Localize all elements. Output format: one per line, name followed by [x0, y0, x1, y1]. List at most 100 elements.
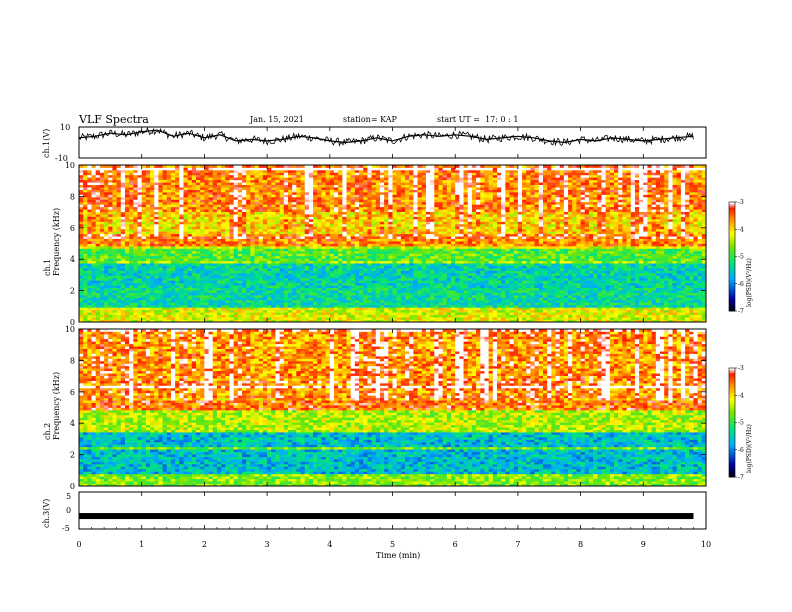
- spectrogram-cell: [308, 295, 314, 298]
- spectrogram-cell: [371, 275, 377, 279]
- spectrogram-cell: [112, 265, 118, 269]
- spectrogram-cell: [325, 258, 331, 262]
- spectrogram-cell: [221, 189, 226, 193]
- spectrogram-cell: [104, 292, 109, 296]
- spectrogram-cell: [112, 243, 118, 247]
- spectrogram-cell: [321, 309, 327, 313]
- spectrogram-cell: [379, 223, 385, 227]
- spectrogram-cell: [313, 258, 318, 262]
- spectrogram-cell: [183, 287, 189, 291]
- spectrogram-cell: [304, 177, 310, 181]
- spectrogram-cell: [175, 231, 180, 235]
- spectrogram-cell: [229, 172, 235, 176]
- spectrogram-cell: [246, 206, 251, 210]
- spectrogram-cell: [162, 253, 168, 257]
- spectrogram-cell: [87, 260, 92, 264]
- spectrogram-cell: [246, 191, 251, 195]
- spectrogram-cell: [179, 268, 184, 271]
- spectrogram-cell: [200, 223, 205, 227]
- spectrogram-cell: [108, 295, 113, 298]
- spectrogram-cell: [254, 299, 260, 303]
- spectrogram-cell: [342, 209, 347, 213]
- spectrogram-cell: [162, 211, 168, 215]
- spectrogram-cell: [338, 287, 343, 291]
- spectrogram-cell: [279, 223, 285, 227]
- spectrogram-cell: [371, 179, 377, 183]
- spectrogram-cell: [104, 260, 109, 264]
- spectrogram-cell: [342, 314, 347, 318]
- spectrogram-cell: [179, 290, 184, 293]
- spectrogram-cell: [91, 250, 97, 254]
- spectrogram-cell: [363, 314, 368, 318]
- spectrogram-cell: [288, 228, 293, 232]
- spectrogram-cell: [371, 204, 377, 208]
- spectrogram-cell: [116, 172, 122, 176]
- spectrogram-cell: [179, 228, 184, 232]
- spectrogram-cell: [137, 319, 143, 323]
- spectrogram-cell: [292, 167, 297, 171]
- spectrogram-cell: [179, 196, 184, 200]
- spectrogram-cell: [137, 287, 143, 291]
- spectrogram-cell: [133, 317, 138, 320]
- spectrogram-cell: [99, 204, 105, 208]
- spectrogram-cell: [384, 177, 389, 181]
- spectrogram-cell: [325, 167, 331, 171]
- spectrogram-cell: [95, 223, 101, 227]
- spectrogram-cell: [250, 184, 255, 188]
- spectrogram-cell: [363, 179, 368, 183]
- spectrogram-cell: [275, 184, 281, 188]
- spectrogram-cell: [104, 243, 109, 247]
- spectrogram-cell: [170, 226, 176, 230]
- spectrogram-cell: [179, 255, 184, 259]
- spectrogram-cell: [342, 238, 347, 242]
- spectrogram-cell: [191, 248, 197, 252]
- spectrogram-cell: [221, 214, 226, 217]
- spectrogram-cell: [150, 304, 155, 308]
- spectrogram-cell: [304, 270, 310, 274]
- spectrogram-cell: [396, 226, 402, 230]
- spectrogram-cell: [175, 218, 180, 222]
- spectrogram-cell: [254, 250, 260, 254]
- spectrogram-cell: [384, 169, 389, 173]
- spectrogram-cell: [346, 258, 352, 262]
- spectrogram-cell: [296, 184, 301, 188]
- spectrogram-cell: [162, 270, 168, 274]
- spectrogram-cell: [237, 238, 243, 242]
- spectrogram-cell: [304, 182, 310, 186]
- spectrogram-cell: [288, 307, 293, 311]
- spectrogram-cell: [379, 255, 385, 259]
- spectrogram-cell: [313, 285, 318, 289]
- spectrogram-cell: [87, 169, 92, 173]
- spectrogram-cell: [112, 312, 118, 316]
- spectrogram-cell: [158, 314, 163, 318]
- spectrogram-cell: [133, 304, 138, 308]
- spectrogram-cell: [112, 295, 118, 298]
- spectrogram-cell: [271, 250, 276, 254]
- spectrogram-cell: [371, 218, 377, 222]
- spectrogram-cell: [275, 204, 281, 208]
- spectrogram-cell: [162, 241, 168, 244]
- spectrogram-cell: [329, 194, 335, 198]
- spectrogram-cell: [225, 268, 230, 271]
- spectrogram-cell: [317, 221, 322, 225]
- spectrogram-cell: [321, 245, 327, 249]
- spectrogram-cell: [191, 285, 197, 289]
- spectrogram-cell: [338, 270, 343, 274]
- spectrogram-cell: [300, 231, 306, 235]
- spectrogram-cell: [354, 187, 360, 190]
- spectrogram-cell: [396, 211, 402, 215]
- spectrogram-cell: [116, 177, 122, 181]
- spectrogram-cell: [175, 287, 180, 291]
- spectrogram-cell: [99, 206, 105, 210]
- spectrogram-cell: [258, 277, 264, 281]
- spectrogram-cell: [129, 177, 134, 181]
- spectrogram-cell: [83, 302, 88, 306]
- spectrogram-cell: [283, 282, 289, 286]
- spectrogram-cell: [104, 211, 109, 215]
- spectrogram-cell: [367, 258, 372, 262]
- spectrogram-cell: [221, 268, 226, 271]
- spectrogram-cell: [104, 187, 109, 190]
- spectrogram-cell: [359, 216, 364, 220]
- spectrogram-cell: [275, 228, 281, 232]
- spectrogram-cell: [338, 243, 343, 247]
